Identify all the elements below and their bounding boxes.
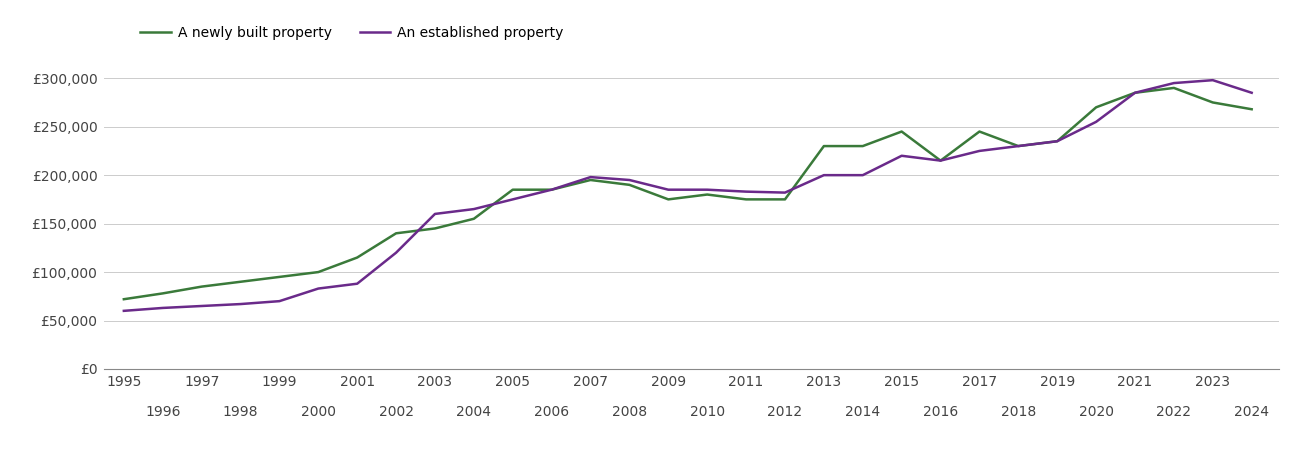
An established property [116,308,132,314]
A newly built property [583,177,599,183]
A newly built property [1049,139,1065,144]
An established property [1010,144,1026,149]
A newly built property [155,291,171,296]
Text: 2000: 2000 [300,405,335,419]
Text: 1998: 1998 [223,405,258,419]
Text: 2018: 2018 [1001,405,1036,419]
An established property [621,177,637,183]
A newly built property [1128,90,1143,95]
A newly built property [466,216,482,221]
An established property [427,211,442,216]
Text: 2006: 2006 [534,405,569,419]
A newly built property [1244,107,1259,112]
A newly built property [699,192,715,197]
An established property [816,172,831,178]
A newly built property [621,182,637,188]
An established property [389,250,405,256]
A newly built property [660,197,676,202]
A newly built property [116,297,132,302]
An established property [660,187,676,193]
An established property [855,172,870,178]
An established property [739,189,754,194]
Text: 2016: 2016 [923,405,958,419]
An established property [1205,77,1220,83]
An established property [894,153,910,158]
A newly built property [778,197,793,202]
Line: A newly built property: A newly built property [124,88,1251,299]
Text: 2020: 2020 [1079,405,1113,419]
A newly built property [739,197,754,202]
A newly built property [894,129,910,134]
Text: 2014: 2014 [846,405,881,419]
Text: 2008: 2008 [612,405,647,419]
A newly built property [816,144,831,149]
Text: 2002: 2002 [378,405,414,419]
An established property [350,281,365,286]
A newly built property [350,255,365,260]
A newly built property [427,226,442,231]
A newly built property [505,187,521,193]
An established property [232,302,248,307]
An established property [1049,139,1065,144]
Line: An established property: An established property [124,80,1251,311]
Text: 2012: 2012 [767,405,803,419]
An established property [1244,90,1259,95]
A newly built property [855,144,870,149]
A newly built property [1010,144,1026,149]
A newly built property [544,187,560,193]
A newly built property [232,279,248,284]
Text: 2024: 2024 [1235,405,1270,419]
A newly built property [1088,104,1104,110]
An established property [1167,81,1182,86]
An established property [466,207,482,212]
An established property [778,190,793,195]
Text: 2010: 2010 [689,405,724,419]
A newly built property [1167,85,1182,90]
An established property [311,286,326,291]
An established property [271,298,287,304]
An established property [505,197,521,202]
A newly built property [194,284,210,289]
Legend: A newly built property, An established property: A newly built property, An established p… [134,20,569,45]
An established property [699,187,715,193]
An established property [194,303,210,309]
Text: 1996: 1996 [145,405,180,419]
An established property [1088,119,1104,125]
A newly built property [933,158,949,163]
An established property [544,187,560,193]
An established property [972,148,988,153]
A newly built property [311,270,326,275]
A newly built property [972,129,988,134]
A newly built property [1205,100,1220,105]
A newly built property [389,230,405,236]
Text: 2022: 2022 [1156,405,1191,419]
An established property [583,175,599,180]
An established property [155,305,171,310]
A newly built property [271,274,287,279]
Text: 2004: 2004 [457,405,492,419]
An established property [933,158,949,163]
An established property [1128,90,1143,95]
